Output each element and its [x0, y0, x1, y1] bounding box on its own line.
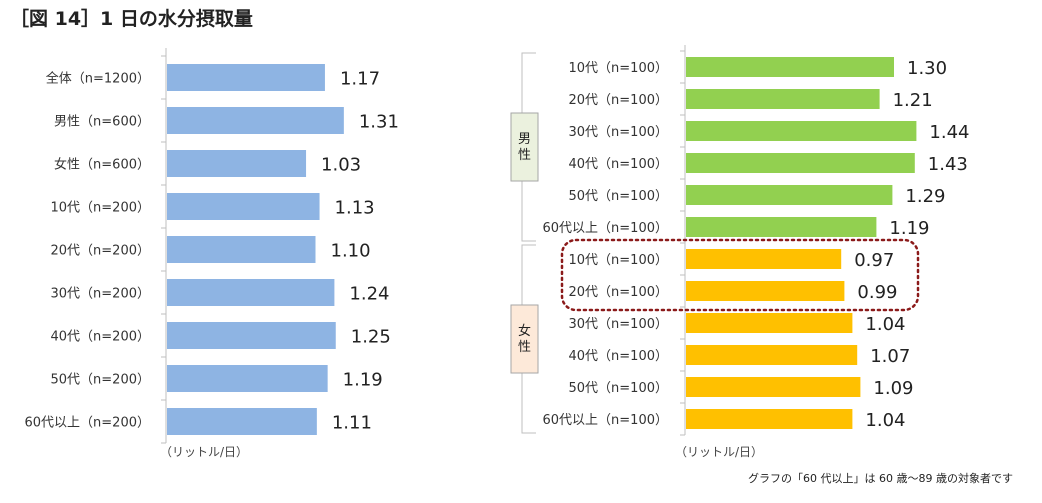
- right-category-label: 50代（n=100）: [569, 189, 669, 204]
- right-chart: 男性 10代（n=100） 1.30 20代（n=100） 1.21 30代（n=100）…: [510, 45, 969, 436]
- right-bar: [686, 313, 853, 333]
- right-value-label: 1.44: [929, 122, 969, 143]
- right-category-label: 30代（n=100）: [569, 125, 669, 140]
- right-value-label: 1.04: [865, 314, 905, 335]
- right-value-label: 1.19: [889, 218, 929, 239]
- right-bar: [686, 153, 915, 173]
- left-category-label: 女性（n=600）: [54, 157, 150, 173]
- right-bar: [686, 409, 853, 429]
- right-bar: [686, 249, 842, 269]
- left-bar: [167, 365, 328, 392]
- right-category-label: 20代（n=100）: [569, 93, 669, 108]
- footnote: グラフの「60 代以上」は 60 歳～89 歳の対象者です: [748, 472, 1013, 485]
- left-value-label: 1.13: [335, 198, 375, 219]
- right-bar: [686, 57, 894, 77]
- right-value-label: 1.29: [905, 186, 945, 207]
- left-category-label: 全体（n=1200）: [46, 71, 150, 87]
- right-category-label: 60代以上（n=100）: [543, 221, 669, 236]
- group-label-box: [510, 112, 539, 182]
- right-value-label: 1.07: [870, 346, 910, 367]
- right-bar: [686, 281, 845, 301]
- group-label: 男性: [518, 132, 531, 163]
- left-bar: [167, 64, 325, 91]
- right-value-label: 1.04: [865, 410, 905, 431]
- right-value-label: 1.09: [873, 378, 913, 399]
- left-value-label: 1.19: [343, 370, 383, 391]
- left-category-label: 50代（n=200）: [51, 373, 151, 388]
- right-bar: [686, 121, 917, 141]
- left-bar: [167, 107, 344, 134]
- right-axis-unit-label: （リットル/日）: [675, 445, 764, 459]
- right-value-label: 0.97: [854, 250, 894, 271]
- left-axis-unit-label: （リットル/日）: [160, 445, 249, 459]
- left-value-label: 1.24: [349, 284, 389, 305]
- right-category-label: 20代（n=100）: [569, 285, 669, 300]
- right-category-label: 10代（n=100）: [569, 253, 669, 268]
- left-category-label: 60代以上（n=200）: [25, 416, 151, 431]
- left-bar: [167, 150, 307, 177]
- left-value-label: 1.17: [340, 69, 380, 90]
- left-category-label: 10代（n=200）: [51, 201, 151, 216]
- group-label: 女性: [518, 323, 531, 355]
- left-chart: 全体（n=1200） 1.17 男性（n=600） 1.31 女性（n=600） 1.03…: [25, 48, 399, 444]
- left-value-label: 1.25: [351, 327, 391, 348]
- right-category-label: 30代（n=100）: [569, 317, 669, 332]
- left-category-label: 40代（n=200）: [51, 330, 151, 345]
- right-bar: [686, 89, 880, 109]
- group-label-box: [510, 304, 539, 374]
- right-bar: [686, 217, 877, 237]
- right-value-label: 1.30: [907, 58, 947, 79]
- right-value-label: 1.43: [928, 154, 968, 175]
- left-bar: [167, 408, 317, 435]
- chart-title: ［図 14］1 日の水分摂取量: [10, 8, 253, 30]
- right-category-label: 10代（n=100）: [569, 61, 669, 76]
- right-category-label: 40代（n=100）: [569, 349, 669, 364]
- left-value-label: 1.31: [359, 112, 399, 133]
- right-value-label: 0.99: [857, 282, 897, 303]
- left-bar: [167, 236, 316, 263]
- right-bar: [686, 377, 861, 397]
- left-category-label: 30代（n=200）: [51, 287, 151, 302]
- right-bar: [686, 185, 893, 205]
- right-category-label: 50代（n=100）: [569, 381, 669, 396]
- highlight-outline: [560, 238, 920, 312]
- left-category-label: 男性（n=600）: [54, 115, 150, 130]
- left-bar: [167, 322, 336, 349]
- left-value-label: 1.11: [332, 413, 372, 434]
- right-category-label: 40代（n=100）: [569, 157, 669, 172]
- left-bar: [167, 193, 320, 220]
- right-bar: [686, 345, 858, 365]
- left-value-label: 1.10: [331, 241, 371, 262]
- left-bar: [167, 279, 335, 306]
- right-value-label: 1.21: [893, 90, 933, 111]
- left-value-label: 1.03: [321, 155, 361, 176]
- right-category-label: 60代以上（n=100）: [543, 413, 669, 428]
- left-category-label: 20代（n=200）: [51, 244, 151, 259]
